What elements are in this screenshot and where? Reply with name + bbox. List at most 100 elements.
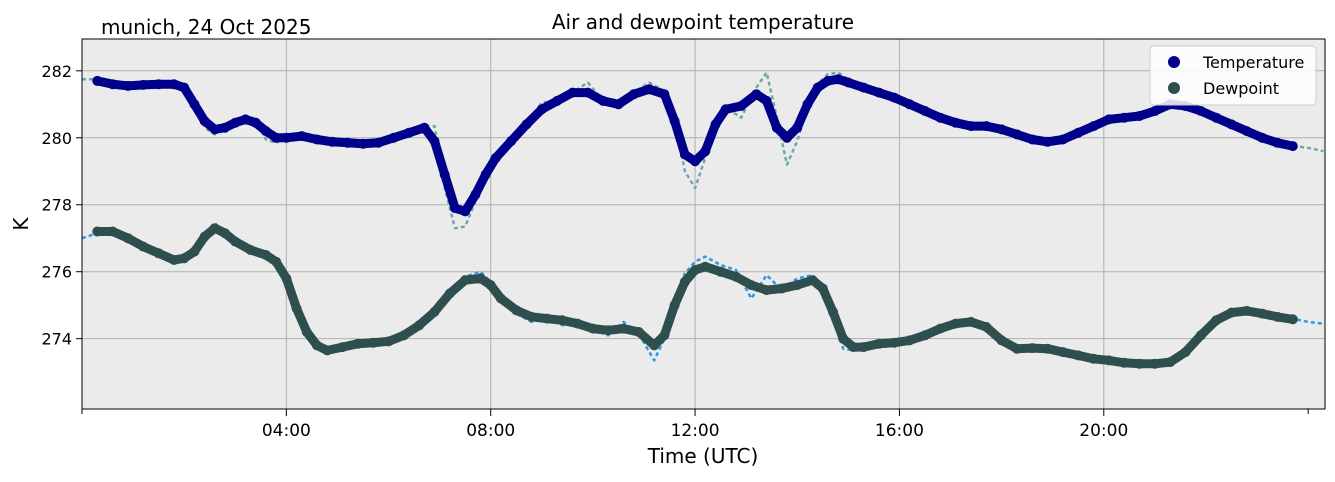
point-dewpoint bbox=[828, 306, 838, 317]
point-dewpoint bbox=[475, 273, 486, 284]
y-tick-label: 280 bbox=[41, 129, 72, 148]
point-dewpoint bbox=[444, 288, 455, 299]
x-tick-label: 20:00 bbox=[1079, 421, 1128, 441]
point-dewpoint bbox=[1226, 307, 1237, 318]
point-dewpoint bbox=[169, 255, 179, 265]
point-temperature bbox=[373, 137, 384, 148]
legend: Temperature Dewpoint bbox=[1149, 45, 1317, 106]
point-dewpoint bbox=[1027, 343, 1038, 354]
point-temperature bbox=[644, 84, 655, 95]
point-dewpoint bbox=[495, 293, 506, 304]
point-dewpoint bbox=[848, 342, 859, 353]
point-dewpoint bbox=[904, 335, 915, 346]
point-temperature bbox=[751, 89, 762, 100]
point-temperature bbox=[1088, 121, 1099, 132]
point-dewpoint bbox=[107, 226, 118, 237]
point-temperature bbox=[138, 79, 149, 90]
legend-marker-dewpoint bbox=[1168, 82, 1180, 94]
point-temperature bbox=[1011, 129, 1022, 140]
point-dewpoint bbox=[572, 318, 583, 329]
y-tick-label: 274 bbox=[41, 330, 72, 349]
point-dewpoint bbox=[245, 245, 256, 255]
point-temperature bbox=[521, 119, 532, 130]
plot-area bbox=[82, 39, 1325, 409]
point-dewpoint bbox=[776, 283, 787, 294]
point-temperature bbox=[179, 82, 190, 93]
point-temperature bbox=[271, 132, 282, 143]
point-dewpoint bbox=[153, 248, 164, 259]
point-dewpoint bbox=[920, 330, 930, 341]
point-temperature bbox=[199, 116, 210, 126]
point-temperature bbox=[669, 116, 680, 126]
point-dewpoint bbox=[291, 303, 302, 314]
point-temperature bbox=[153, 79, 164, 90]
point-temperature bbox=[490, 152, 501, 163]
point-dewpoint bbox=[669, 300, 680, 311]
point-temperature bbox=[460, 206, 471, 217]
point-temperature bbox=[659, 89, 670, 100]
point-dewpoint bbox=[209, 223, 220, 234]
x-axis-ticks: 04:00 08:00 12:00 16:00 20:00 bbox=[81, 409, 1309, 441]
point-dewpoint bbox=[807, 275, 818, 286]
point-dewpoint bbox=[1011, 343, 1022, 354]
point-temperature bbox=[582, 87, 593, 98]
point-dewpoint bbox=[1088, 353, 1099, 364]
point-temperature bbox=[480, 169, 491, 180]
point-temperature bbox=[1272, 137, 1283, 148]
point-temperature bbox=[966, 121, 976, 132]
point-temperature bbox=[858, 82, 869, 93]
point-temperature bbox=[429, 136, 440, 147]
point-dewpoint bbox=[526, 311, 537, 322]
point-temperature bbox=[1149, 106, 1160, 116]
point-temperature bbox=[812, 82, 823, 93]
point-temperature bbox=[327, 136, 338, 147]
point-dewpoint bbox=[337, 342, 348, 353]
point-temperature bbox=[281, 132, 292, 143]
plot-frame bbox=[81, 38, 1326, 410]
point-dewpoint bbox=[123, 233, 133, 244]
point-dewpoint bbox=[649, 340, 660, 351]
point-dewpoint bbox=[838, 333, 849, 344]
point-dewpoint bbox=[889, 337, 900, 348]
point-dewpoint bbox=[281, 273, 292, 284]
point-dewpoint bbox=[659, 330, 670, 341]
legend-label-temperature: Temperature bbox=[1202, 53, 1304, 72]
point-dewpoint bbox=[746, 280, 757, 291]
point-dewpoint bbox=[966, 316, 976, 327]
point-dewpoint bbox=[189, 246, 200, 257]
point-temperature bbox=[450, 203, 460, 214]
point-temperature bbox=[1057, 134, 1068, 145]
point-temperature bbox=[889, 92, 900, 103]
point-temperature bbox=[792, 122, 803, 133]
point-temperature bbox=[358, 138, 368, 149]
point-temperature bbox=[123, 80, 133, 91]
point-temperature bbox=[1195, 106, 1206, 116]
point-dewpoint bbox=[179, 253, 190, 264]
point-dewpoint bbox=[1119, 357, 1130, 368]
point-temperature bbox=[552, 95, 563, 106]
point-temperature bbox=[822, 75, 833, 86]
point-temperature bbox=[250, 117, 261, 128]
point-temperature bbox=[296, 131, 307, 142]
point-dewpoint bbox=[587, 323, 598, 334]
point-temperature bbox=[782, 132, 792, 143]
point-dewpoint bbox=[679, 276, 690, 287]
point-dewpoint bbox=[1134, 358, 1145, 369]
point-temperature bbox=[342, 137, 353, 148]
point-temperature bbox=[843, 77, 854, 88]
point-temperature bbox=[1119, 112, 1130, 123]
chart-subtitle: munich, 24 Oct 2025 bbox=[101, 15, 311, 39]
point-dewpoint bbox=[1180, 347, 1191, 358]
legend-label-dewpoint: Dewpoint bbox=[1203, 79, 1279, 98]
point-temperature bbox=[920, 106, 930, 116]
point-temperature bbox=[220, 122, 230, 133]
point-dewpoint bbox=[511, 305, 522, 316]
point-dewpoint bbox=[1073, 350, 1084, 361]
legend-marker-temperature bbox=[1168, 56, 1180, 68]
point-temperature bbox=[771, 122, 782, 133]
point-temperature bbox=[802, 99, 813, 110]
point-dewpoint bbox=[874, 338, 884, 349]
point-dewpoint bbox=[633, 327, 644, 337]
point-temperature bbox=[981, 121, 992, 132]
point-temperature bbox=[598, 95, 609, 106]
